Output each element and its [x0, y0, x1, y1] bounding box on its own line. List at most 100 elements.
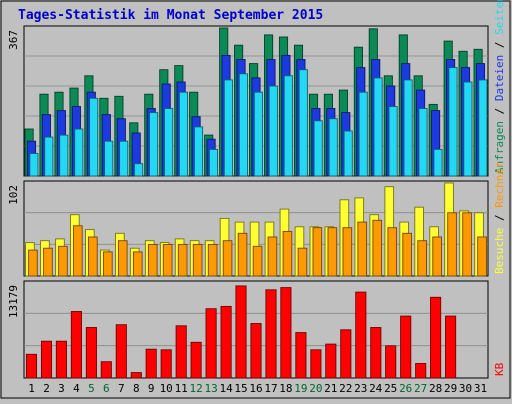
- bar-kb: [190, 341, 202, 379]
- x-tick-label: 8: [133, 382, 140, 395]
- x-tick-label: 19: [294, 382, 307, 395]
- bar-seiten: [44, 136, 54, 177]
- bar-kb: [340, 329, 352, 379]
- bar-kb: [400, 315, 412, 379]
- legend-separator: /: [493, 208, 506, 228]
- bar-rechner: [207, 244, 218, 277]
- legend-item-besuche: Besuche: [493, 228, 506, 274]
- bar-rechner: [117, 240, 128, 277]
- bar-seiten: [298, 69, 308, 177]
- bar-rechner: [237, 232, 248, 277]
- bar-rechner: [58, 245, 68, 277]
- bar-kb: [430, 296, 442, 379]
- x-tick-label: 22: [339, 382, 352, 395]
- bar-seiten: [104, 140, 114, 177]
- bar-kb: [85, 327, 97, 379]
- legend-item-dateien: Dateien: [493, 55, 506, 101]
- bar-rechner: [192, 244, 203, 277]
- x-tick-label: 6: [103, 382, 110, 395]
- bar-rechner: [372, 219, 383, 277]
- x-tick-label: 21: [324, 382, 337, 395]
- legend-item-rechner: Rechner: [493, 161, 506, 208]
- bar-seiten: [59, 134, 69, 177]
- bar-seiten: [74, 128, 84, 177]
- x-tick-label: 18: [279, 382, 292, 395]
- bar-seiten: [238, 73, 248, 177]
- x-tick-label: 20: [309, 382, 322, 395]
- x-tick-label: 24: [369, 382, 383, 395]
- bar-rechner: [43, 247, 53, 277]
- x-tick-label: 31: [474, 382, 487, 395]
- bar-kb: [310, 349, 322, 379]
- x-tick-label: 29: [444, 382, 457, 395]
- bar-kb: [220, 305, 232, 379]
- bar-kb: [280, 287, 292, 379]
- x-tick-label: 11: [175, 382, 188, 395]
- bar-kb: [445, 315, 457, 379]
- x-tick-label: 17: [264, 382, 277, 395]
- bar-rechner: [147, 244, 158, 277]
- bar-seiten: [403, 79, 413, 177]
- bar-kb: [295, 332, 307, 379]
- x-tick-label: 13: [204, 382, 217, 395]
- bar-rechner: [387, 227, 398, 277]
- panel-1: 367 Anfragen / Dateien / Seiten: [7, 0, 506, 177]
- legend: Besuche / Rechner: [493, 161, 506, 274]
- bar-seiten: [358, 91, 368, 177]
- bar-seiten: [373, 77, 383, 177]
- bar-kb: [370, 327, 382, 379]
- bar-rechner: [28, 249, 38, 277]
- bar-rechner: [432, 236, 442, 277]
- bar-rechner: [162, 244, 173, 277]
- bar-seiten: [313, 120, 323, 177]
- bar-rechner: [103, 251, 113, 277]
- bar-kb: [100, 361, 112, 379]
- x-tick-label: 16: [249, 382, 262, 395]
- bar-seiten: [283, 75, 293, 177]
- x-tick-label: 10: [160, 382, 173, 395]
- bar-kb: [70, 311, 82, 379]
- bar-rechner: [342, 227, 353, 277]
- bar-rechner: [447, 212, 457, 277]
- legend-item-seiten: Seiten: [493, 0, 506, 35]
- x-tick-label: 23: [354, 382, 367, 395]
- legend-separator: /: [493, 35, 506, 55]
- bar-seiten: [134, 163, 144, 177]
- x-tick-label: 4: [73, 382, 80, 395]
- x-tick-label: 3: [58, 382, 65, 395]
- bar-rechner: [402, 232, 412, 277]
- legend-item-kb: KB: [493, 362, 506, 376]
- bar-seiten: [448, 67, 458, 177]
- bar-rechner: [417, 240, 427, 277]
- legend-item-anfragen: Anfragen: [493, 121, 506, 174]
- x-tick-label: 12: [189, 382, 202, 395]
- bar-seiten: [268, 85, 278, 177]
- bar-seiten: [119, 140, 129, 177]
- bar-seiten: [208, 148, 219, 177]
- x-tick-label: 5: [88, 382, 95, 395]
- bar-kb: [235, 285, 247, 379]
- bar-seiten: [178, 91, 189, 177]
- bar-seiten: [193, 126, 204, 177]
- bar-rechner: [267, 236, 278, 277]
- bar-kb: [325, 343, 337, 379]
- bar-seiten: [164, 108, 174, 177]
- bar-kb: [265, 289, 277, 379]
- bar-kb: [385, 345, 397, 379]
- y-tick-label: 102: [7, 185, 20, 205]
- x-tick-label: 7: [118, 382, 125, 395]
- bar-rechner: [357, 221, 368, 277]
- bar-kb: [250, 323, 262, 379]
- bar-kb: [115, 324, 127, 379]
- bar-kb: [25, 353, 38, 379]
- x-tick-label: 28: [429, 382, 442, 395]
- bar-kb: [415, 363, 427, 379]
- bar-kb: [55, 340, 67, 379]
- bar-rechner: [462, 212, 472, 277]
- bar-rechner: [297, 247, 308, 277]
- x-tick-label: 9: [148, 382, 155, 395]
- bar-kb: [160, 349, 172, 379]
- x-tick-label: 25: [384, 382, 397, 395]
